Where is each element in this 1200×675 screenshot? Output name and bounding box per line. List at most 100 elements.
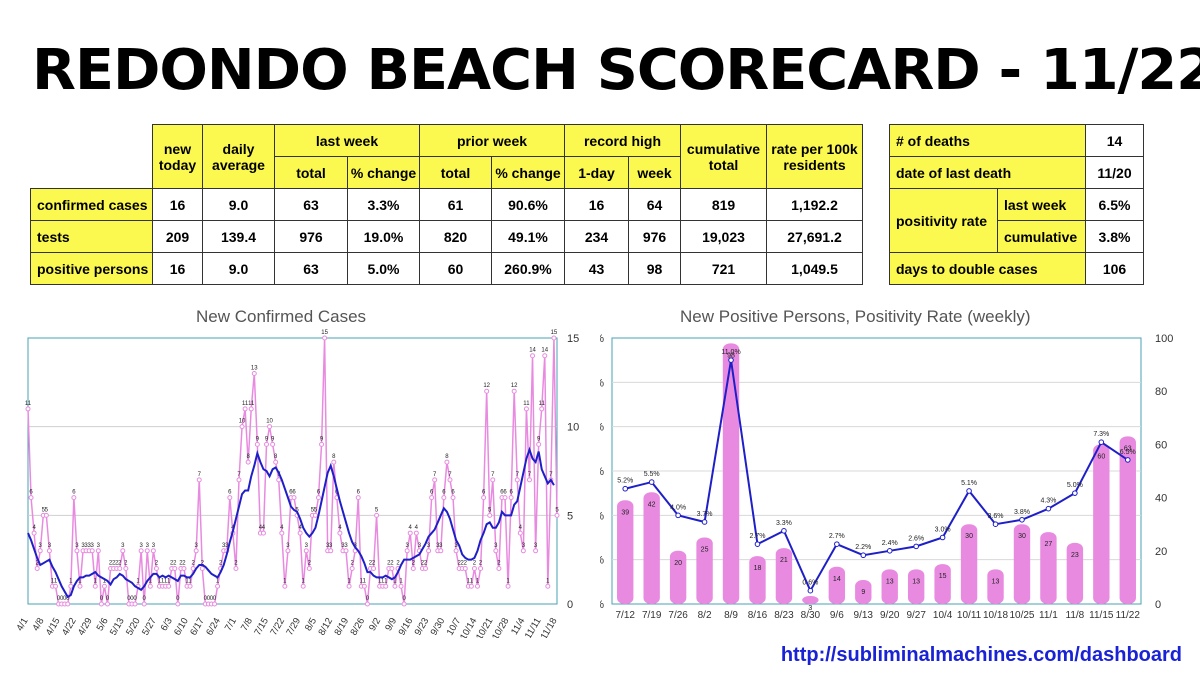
- daily-data-label: 2: [155, 561, 159, 567]
- daily-point: [300, 583, 306, 589]
- daily-point: [242, 406, 248, 412]
- daily-point: [77, 583, 83, 589]
- row-label: tests: [30, 220, 153, 253]
- x-tick-label: 6/10: [172, 616, 191, 638]
- daily-point: [551, 335, 557, 341]
- x-tick-label: 11/1: [1039, 610, 1058, 621]
- right-tick-label: 0: [1155, 599, 1161, 611]
- positivity-cumulative-value: 3.8%: [1085, 220, 1144, 253]
- daily-point: [481, 495, 487, 501]
- daily-point: [520, 548, 526, 554]
- positivity-data-label: 3.7%: [697, 511, 713, 518]
- daily-data-label: 1: [54, 578, 58, 584]
- positivity-point: [939, 534, 946, 541]
- daily-point: [123, 566, 129, 572]
- daily-data-label: 1: [188, 578, 192, 584]
- x-tick-label: 8/16: [748, 610, 768, 621]
- daily-data-label: 15: [321, 330, 328, 336]
- x-tick-label: 7/1: [223, 616, 239, 633]
- positivity-data-label: 2.4%: [882, 540, 898, 547]
- table-cell: 976: [274, 220, 348, 253]
- y-tick-label: 15: [567, 333, 579, 345]
- daily-point: [31, 530, 37, 536]
- daily-data-label: 3: [534, 543, 538, 549]
- daily-point: [432, 477, 438, 483]
- daily-point: [65, 601, 71, 607]
- weekly-bar: [881, 569, 898, 604]
- y-tick-label: 5: [567, 510, 573, 522]
- weekly-bar: [643, 492, 660, 604]
- table-cell: 3.3%: [347, 188, 420, 221]
- daily-data-label: 2: [308, 561, 312, 567]
- bar-data-label: 13: [992, 578, 1000, 585]
- scorecard-table: new today daily average last week prior …: [30, 124, 863, 285]
- daily-data-label: 0: [366, 596, 370, 602]
- x-tick-label: 4/1: [14, 616, 30, 633]
- daily-data-label: 0: [133, 596, 137, 602]
- daily-data-label: 4: [259, 525, 263, 531]
- daily-data-label: 2: [173, 561, 177, 567]
- daily-data-label: 6: [451, 490, 455, 496]
- daily-data-label: 1: [216, 578, 220, 584]
- bar-data-label: 13: [912, 578, 920, 585]
- table-cell: 49.1%: [491, 220, 565, 253]
- positivity-data-label: 2.7%: [749, 533, 765, 540]
- daily-data-label: 3: [354, 543, 358, 549]
- positivity-label: positivity rate: [889, 188, 998, 253]
- positivity-point: [1072, 490, 1078, 496]
- x-tick-label: 9/27: [906, 610, 926, 621]
- daily-point: [505, 583, 511, 589]
- daily-point: [105, 601, 111, 607]
- daily-data-label: 2: [118, 561, 122, 567]
- daily-data-label: 5: [42, 507, 46, 513]
- daily-data-label: 6: [29, 490, 33, 496]
- daily-point: [413, 530, 419, 536]
- page-title: REDONDO BEACH SCORECARD - 11/22: [32, 38, 1200, 103]
- daily-data-label: 1: [384, 578, 388, 584]
- daily-point: [101, 583, 107, 589]
- daily-data-label: 1: [347, 578, 351, 584]
- daily-data-label: 2: [109, 561, 113, 567]
- daily-data-label: 6: [482, 490, 486, 496]
- weekly-bar: [1040, 532, 1057, 604]
- daily-point: [441, 495, 447, 501]
- daily-point: [346, 583, 352, 589]
- daily-data-label: 8: [445, 454, 449, 460]
- positivity-point: [1124, 457, 1131, 463]
- daily-data-label: 7: [491, 472, 495, 478]
- bar-data-label: 27: [1045, 541, 1053, 548]
- daily-point: [407, 530, 413, 536]
- daily-point: [254, 441, 260, 447]
- header-last-week: last week: [274, 124, 420, 157]
- positivity-point: [781, 528, 787, 534]
- daily-point: [270, 441, 276, 447]
- daily-point: [95, 548, 101, 554]
- daily-data-label: 3: [439, 543, 443, 549]
- daily-point: [545, 583, 551, 589]
- daily-data-label: 10: [239, 419, 246, 425]
- daily-point: [423, 566, 429, 572]
- table-cell: 209: [152, 220, 203, 253]
- x-tick-label: 5/20: [124, 616, 143, 638]
- daily-data-label: 12: [511, 383, 518, 389]
- daily-point: [462, 566, 468, 572]
- x-tick-label: 8/12: [316, 616, 335, 638]
- daily-point: [331, 459, 337, 465]
- dashboard-link[interactable]: http://subliminalmachines.com/dashboard: [780, 644, 1182, 666]
- double-days-value: 106: [1085, 252, 1144, 285]
- daily-point: [554, 512, 560, 518]
- x-tick-label: 7/15: [252, 616, 271, 638]
- daily-data-label: 2: [201, 561, 205, 567]
- header-daily-average: daily average: [202, 124, 275, 189]
- daily-data-label: 2: [191, 561, 195, 567]
- x-tick-label: 7/22: [268, 616, 287, 638]
- table-row: tests 209 139.4 976 19.0% 820 49.1% 234 …: [30, 220, 863, 253]
- daily-point: [37, 548, 43, 554]
- daily-data-label: 0: [210, 596, 214, 602]
- bar-data-label: 98: [727, 352, 735, 359]
- daily-data-label: 0: [106, 596, 110, 602]
- daily-data-label: 1: [78, 578, 82, 584]
- daily-data-label: 3: [305, 543, 309, 549]
- daily-data-label: 6: [357, 490, 361, 496]
- positivity-data-label: 11.0%: [721, 349, 740, 356]
